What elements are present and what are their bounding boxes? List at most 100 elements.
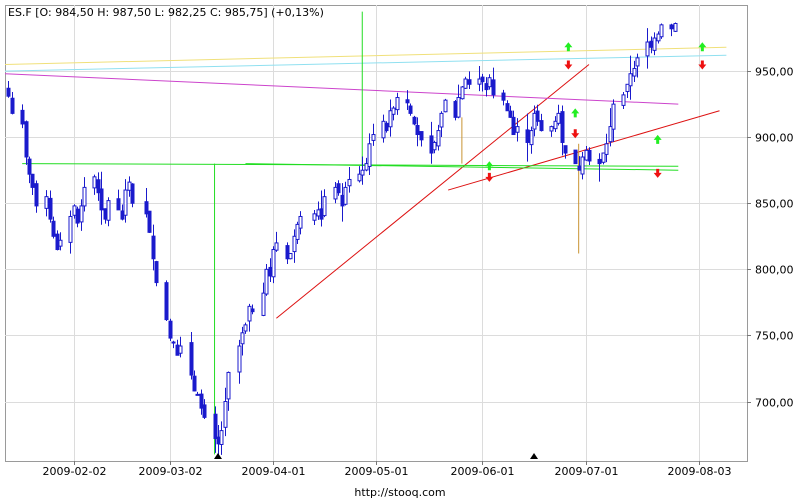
trendline-magenta [4,73,679,105]
y-tick-label: 850,00 [755,198,794,211]
candle-body [123,189,128,216]
x-tick-label: 2009-08-03 [668,465,732,478]
candle-body [597,158,602,165]
candle-body [261,292,266,316]
x-tick-label: 2009-04-01 [242,465,306,478]
candle-body [439,112,444,128]
candle-body [213,413,218,440]
arrow-down-icon [564,60,573,70]
candle-body [219,430,224,445]
candle-body [237,345,242,373]
trendline-cyan [4,54,727,72]
candle-body [601,152,606,163]
candle-body [412,116,417,125]
candle-body [652,37,657,51]
x-tick-label: 2009-05-01 [345,465,409,478]
candle-body [436,130,441,147]
candle-body [508,110,513,118]
candle-body [580,156,585,175]
candle-body [147,210,152,233]
candle-body [549,126,554,132]
candle-body [587,149,592,162]
candle-body [92,176,97,189]
x-tick-label: 2009-03-02 [139,465,203,478]
candle-body [30,173,35,188]
candle-body [274,242,279,251]
candle-body [226,371,231,400]
candle-body [116,198,121,211]
candle-body [144,201,149,215]
candle-body [621,94,626,106]
candle-body [48,197,53,220]
candle-body [347,178,352,187]
candle-body [240,332,245,345]
trendline-green [245,163,679,171]
footer-url[interactable]: http://stooq.com [354,486,445,499]
candle-body [391,107,396,115]
y-tick-label: 900,00 [755,132,794,145]
x-tick-label: 2009-06-01 [451,465,515,478]
candle-body [367,143,372,167]
candle-body [58,239,63,247]
candle-body [68,215,73,243]
candle-body [192,375,197,392]
candle-body [388,110,393,128]
arrow-up-icon [564,42,573,52]
chart-header: ES.F [O: 984,50 H: 987,50 L: 982,25 C: 9… [8,6,324,19]
y-tick-label: 700,00 [755,397,794,410]
candle-body [405,99,410,104]
candle-body [611,103,616,130]
candle-body [673,23,678,32]
trendline-red [447,110,720,191]
candle-body [395,97,400,111]
y-tick-label: 950,00 [755,66,794,79]
candle-body [563,145,568,154]
candle-body [632,67,637,77]
candle-body [202,404,207,418]
candle-body [6,87,11,97]
y-tick-label: 800,00 [755,264,794,277]
candle-body [285,245,290,260]
candle-body [264,268,269,295]
candle-body [628,73,633,87]
candle-body [608,126,613,143]
y-tick-label: 750,00 [755,330,794,343]
candle-body [556,112,561,124]
candle-body [195,393,200,396]
candle-body [243,324,248,332]
trendline-yellow [4,46,727,65]
candle-body [312,213,317,221]
candle-body [171,341,176,344]
candle-body [669,24,674,30]
x-axis-ticks: 2009-02-02 2009-03-02 2009-04-01 2009-05-01… [43,461,732,478]
candle-body [491,79,496,96]
candle-body [164,282,169,321]
candle-body [604,143,609,155]
candle-body [625,83,630,93]
candle-body [371,134,376,141]
candle-body [292,235,297,253]
candle-body [343,186,348,205]
candle-body [34,183,39,207]
candle-body [463,78,468,89]
candle-body [573,149,578,165]
arrow-down-icon [698,60,707,70]
candle-body [456,97,461,118]
candle-body [96,179,101,194]
candle-body [515,126,520,133]
candle-body [560,111,565,143]
arrow-up-icon [698,42,707,52]
candle-body [298,215,303,229]
candle-body [178,345,183,354]
event-triangle-icon [530,453,539,459]
arrow-down-icon [571,129,580,139]
grid-lines [5,5,747,461]
candle-body [51,220,56,237]
candle-body [130,183,135,204]
x-tick-label: 2009-02-02 [43,465,107,478]
candle-body [154,261,159,284]
candle-body [415,125,420,136]
candle-body [99,188,104,211]
candle-body [247,305,252,322]
